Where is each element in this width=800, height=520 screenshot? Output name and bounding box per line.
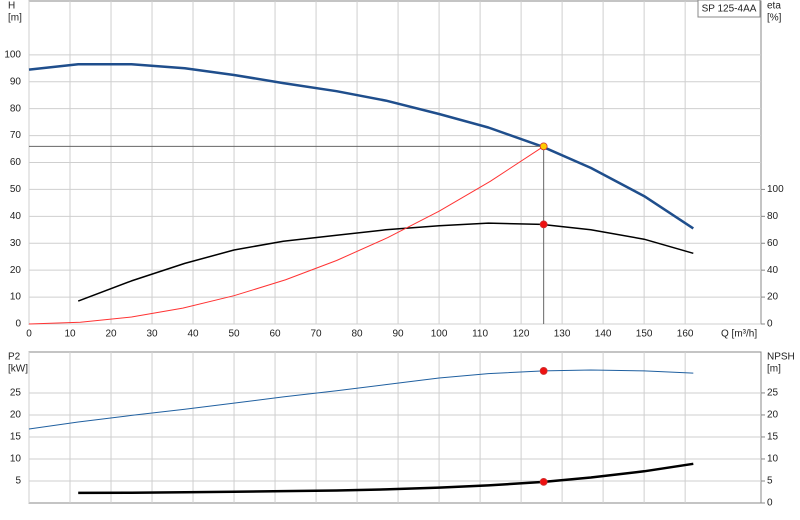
- title-box: [697, 0, 761, 18]
- chart-title: SP 125-4AA: [702, 4, 757, 15]
- x-tick-label: 50: [228, 329, 240, 340]
- y2-tick-label: 20: [767, 410, 779, 421]
- y2-tick-label: 15: [767, 432, 779, 443]
- curve: [77, 222, 694, 302]
- y-tick-label: 10: [10, 292, 22, 303]
- y2-axis-unit: [m]: [767, 364, 781, 375]
- y-tick-label: 5: [15, 476, 21, 487]
- curve: [78, 462, 694, 495]
- y2-tick-label: 0: [767, 498, 773, 509]
- x-tick-label: 150: [636, 329, 653, 340]
- y-tick-label: 0: [15, 319, 21, 330]
- y-tick-label: 15: [10, 432, 22, 443]
- curve: [28, 145, 544, 325]
- x-axis-label: Q [m³/h]: [721, 329, 757, 340]
- x-tick-label: 110: [472, 329, 488, 340]
- x-tick-label: 60: [269, 329, 281, 340]
- x-tick-label: 40: [187, 329, 199, 340]
- curve: [28, 63, 694, 230]
- duty-point: [539, 220, 548, 229]
- y-tick-label: 100: [4, 49, 21, 60]
- y-tick-label: 50: [10, 184, 22, 195]
- y2-tick-label: 40: [767, 265, 779, 276]
- y-tick-label: 10: [10, 454, 22, 465]
- curve: [28, 369, 694, 430]
- y-axis-label: P2: [8, 352, 21, 363]
- y-axis-unit: [m]: [8, 13, 22, 24]
- y2-tick-label: 60: [767, 238, 779, 249]
- y-tick-label: 25: [10, 388, 22, 399]
- y-tick-label: 20: [10, 410, 22, 421]
- x-tick-label: 10: [64, 329, 76, 340]
- x-tick-label: 90: [393, 329, 405, 340]
- y-tick-label: 20: [10, 265, 22, 276]
- y2-tick-label: 80: [767, 211, 779, 222]
- duty-point: [539, 477, 548, 486]
- y2-tick-label: 25: [767, 388, 779, 399]
- x-tick-label: 30: [146, 329, 158, 340]
- x-tick-label: 20: [105, 329, 117, 340]
- y-tick-label: 70: [10, 130, 22, 141]
- y2-tick-label: 10: [767, 454, 779, 465]
- y2-tick-label: 20: [767, 292, 779, 303]
- x-tick-label: 0: [26, 329, 32, 340]
- x-tick-label: 120: [513, 329, 530, 340]
- y2-tick-label: 5: [767, 476, 773, 487]
- duty-point: [539, 367, 548, 375]
- y2-tick-label: 100: [767, 184, 784, 195]
- y-tick-label: 30: [10, 238, 22, 249]
- y-tick-label: 80: [10, 103, 22, 114]
- x-tick-label: 140: [595, 329, 612, 340]
- y-axis-unit: [kW]: [8, 364, 28, 375]
- y2-tick-label: 0: [767, 319, 773, 330]
- x-tick-label: 130: [554, 329, 571, 340]
- duty-point: [539, 142, 548, 151]
- x-tick-label: 100: [431, 329, 448, 340]
- y-tick-label: 60: [10, 157, 22, 168]
- y-tick-label: 90: [10, 76, 22, 87]
- plot-area: [28, 351, 762, 504]
- x-tick-label: 80: [352, 329, 364, 340]
- y-tick-label: 40: [10, 211, 22, 222]
- y2-axis-label: NPSH: [767, 352, 795, 363]
- y2-axis-label: eta: [767, 1, 781, 12]
- y2-axis-unit: [%]: [767, 13, 782, 24]
- y-axis-label: H: [8, 1, 15, 12]
- x-tick-label: 70: [310, 329, 322, 340]
- x-tick-label: 160: [677, 329, 694, 340]
